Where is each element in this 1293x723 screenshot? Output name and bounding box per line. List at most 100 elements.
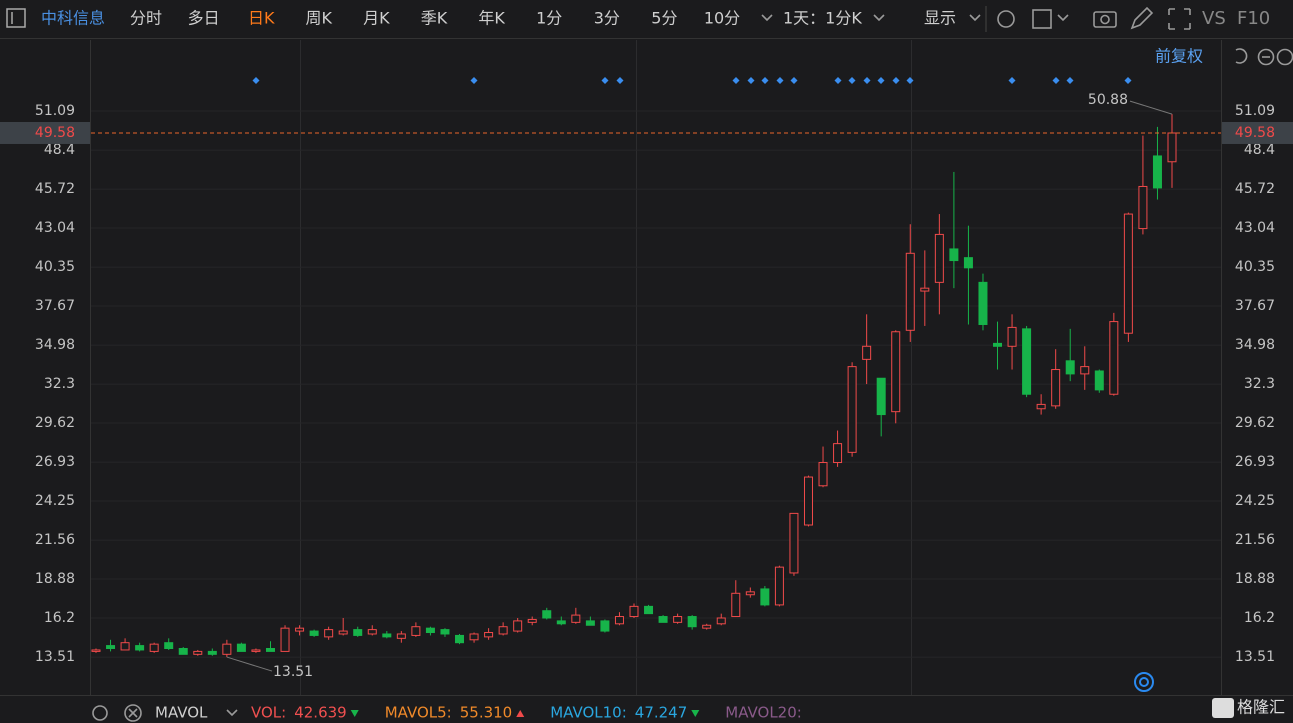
candle-body: [949, 248, 959, 262]
event-marker[interactable]: [790, 77, 798, 84]
candle-body: [1152, 155, 1162, 189]
candle-body: [455, 634, 465, 644]
indicator-value: 55.310: [460, 704, 513, 722]
indicator-settings[interactable]: [92, 705, 108, 721]
style-icon[interactable]: [1032, 9, 1052, 29]
y-tick-label-right: 26.93: [1235, 454, 1275, 470]
sidebar-toggle[interactable]: [6, 8, 26, 28]
tab-bar: 分时 多日 日K 周K 月K 季K 年K 1分 3分 5分 10分: [130, 9, 740, 28]
event-marker[interactable]: [252, 77, 260, 84]
event-marker[interactable]: [892, 77, 900, 84]
fullscreen-icon[interactable]: [1168, 8, 1191, 30]
candle-body: [338, 630, 348, 635]
tab[interactable]: 5分: [651, 9, 677, 28]
event-marker[interactable]: [877, 77, 885, 84]
tab[interactable]: 分时: [130, 9, 162, 28]
y-tick-label-right: 24.25: [1235, 493, 1275, 509]
period-select[interactable]: 1天：1分K: [783, 9, 862, 28]
candle-body: [774, 566, 784, 606]
candle-body: [876, 377, 886, 416]
settings-icon[interactable]: [997, 10, 1015, 28]
more-tabs-arrow[interactable]: [761, 14, 773, 22]
candle-body: [542, 610, 552, 619]
candle-body: [251, 649, 261, 652]
screenshot-lens: [1100, 14, 1110, 25]
tab[interactable]: 年K: [478, 9, 505, 28]
tab[interactable]: 月K: [363, 9, 390, 28]
candle-body: [527, 618, 537, 623]
candle-body: [265, 648, 275, 652]
screenshot-icon[interactable]: [1093, 11, 1117, 28]
candle-body: [600, 620, 610, 632]
tab[interactable]: 季K: [421, 9, 448, 28]
indicator-name[interactable]: MAVOL: [155, 704, 208, 722]
reset-icon[interactable]: [1235, 48, 1248, 64]
event-marker[interactable]: [601, 77, 609, 84]
tab[interactable]: 日K: [248, 9, 275, 28]
tab[interactable]: 10分: [704, 9, 740, 28]
locate-button-core: [1139, 677, 1149, 687]
indicator-label: MAVOL5:: [385, 704, 452, 722]
event-marker[interactable]: [863, 77, 871, 84]
tab[interactable]: 周K: [306, 9, 333, 28]
event-marker[interactable]: [1008, 77, 1016, 84]
adjust-mode[interactable]: 前复权: [1155, 47, 1203, 66]
tab[interactable]: 1分: [536, 9, 562, 28]
locate-button[interactable]: [1134, 672, 1154, 692]
event-marker[interactable]: [906, 77, 914, 84]
event-marker[interactable]: [616, 77, 624, 84]
max-pointer: [1129, 100, 1173, 115]
candle-body: [106, 645, 116, 650]
event-marker[interactable]: [732, 77, 740, 84]
candle-body: [396, 633, 406, 639]
candle-body: [353, 629, 363, 636]
vs-button[interactable]: VS: [1202, 8, 1226, 29]
event-marker[interactable]: [1066, 77, 1074, 84]
indicator-close[interactable]: [124, 704, 142, 722]
candle-body: [585, 620, 595, 626]
display-menu[interactable]: 显示: [924, 9, 956, 28]
candle-body: [149, 643, 159, 652]
y-tick-label-right: 43.04: [1235, 220, 1275, 236]
candle-body: [367, 629, 377, 635]
tab[interactable]: 多日: [188, 9, 220, 28]
candle-body: [993, 342, 1003, 347]
event-marker[interactable]: [776, 77, 784, 84]
candle-body: [295, 627, 305, 632]
event-marker[interactable]: [470, 77, 478, 84]
y-tick-label: 34.98: [35, 337, 75, 353]
candle-body: [1123, 213, 1133, 334]
event-marker[interactable]: [761, 77, 769, 84]
y-tick-label: 51.09: [35, 103, 75, 119]
last-price-right: 49.58: [1235, 125, 1275, 141]
candle-body: [1007, 326, 1017, 347]
min-label: 13.51: [273, 664, 313, 680]
tab[interactable]: 3分: [594, 9, 620, 28]
candle-body: [658, 616, 668, 623]
candle-body: [818, 462, 828, 487]
trend-arrow: [691, 710, 700, 717]
event-marker[interactable]: [747, 77, 755, 84]
y-tick-label: 48.4: [44, 142, 75, 158]
y-tick-label-right: 32.3: [1244, 376, 1275, 392]
candle-body: [1167, 132, 1177, 163]
max-label: 50.88: [1088, 92, 1128, 108]
period-arrow: [873, 14, 885, 22]
candle-body: [469, 633, 479, 641]
draw-icon[interactable]: [1130, 6, 1154, 30]
y-tick-label-right: 48.4: [1244, 142, 1275, 158]
candle-body: [484, 632, 494, 638]
indicator-label: MAVOL10:: [550, 704, 627, 722]
event-marker[interactable]: [848, 77, 856, 84]
candle-body: [411, 626, 421, 636]
zoom-out-icon[interactable]: [1257, 48, 1275, 66]
stock-name[interactable]: 中科信息: [41, 9, 105, 28]
candle-body: [891, 331, 901, 413]
candle-body: [745, 591, 755, 596]
event-marker[interactable]: [1052, 77, 1060, 84]
event-marker[interactable]: [1124, 77, 1132, 84]
candle-body: [673, 616, 683, 623]
event-marker[interactable]: [834, 77, 842, 84]
f10-button[interactable]: F10: [1237, 8, 1270, 29]
